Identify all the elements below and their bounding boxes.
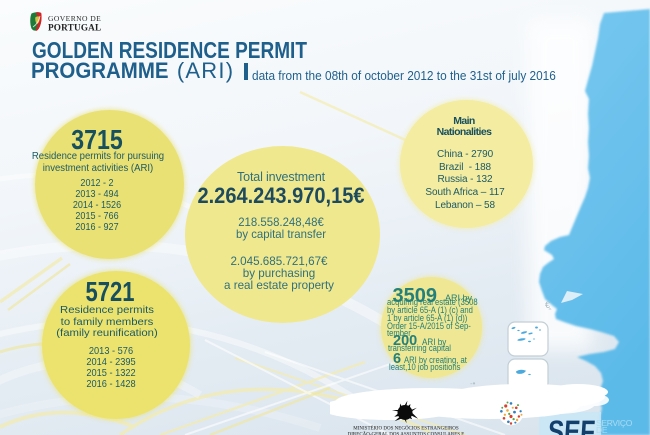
svg-text:DIREÇÃO-GERAL DOS ASSUNTOS CON: DIREÇÃO-GERAL DOS ASSUNTOS CONSULARES E [348, 432, 465, 435]
svg-text:MINISTÉRIO DOS NEGÓCIOS ESTRAN: MINISTÉRIO DOS NEGÓCIOS ESTRANGEIROS [353, 426, 459, 432]
svg-text:GOVERNO DE: GOVERNO DE [48, 14, 101, 23]
svg-text:PORTUGAL: PORTUGAL [48, 23, 101, 33]
